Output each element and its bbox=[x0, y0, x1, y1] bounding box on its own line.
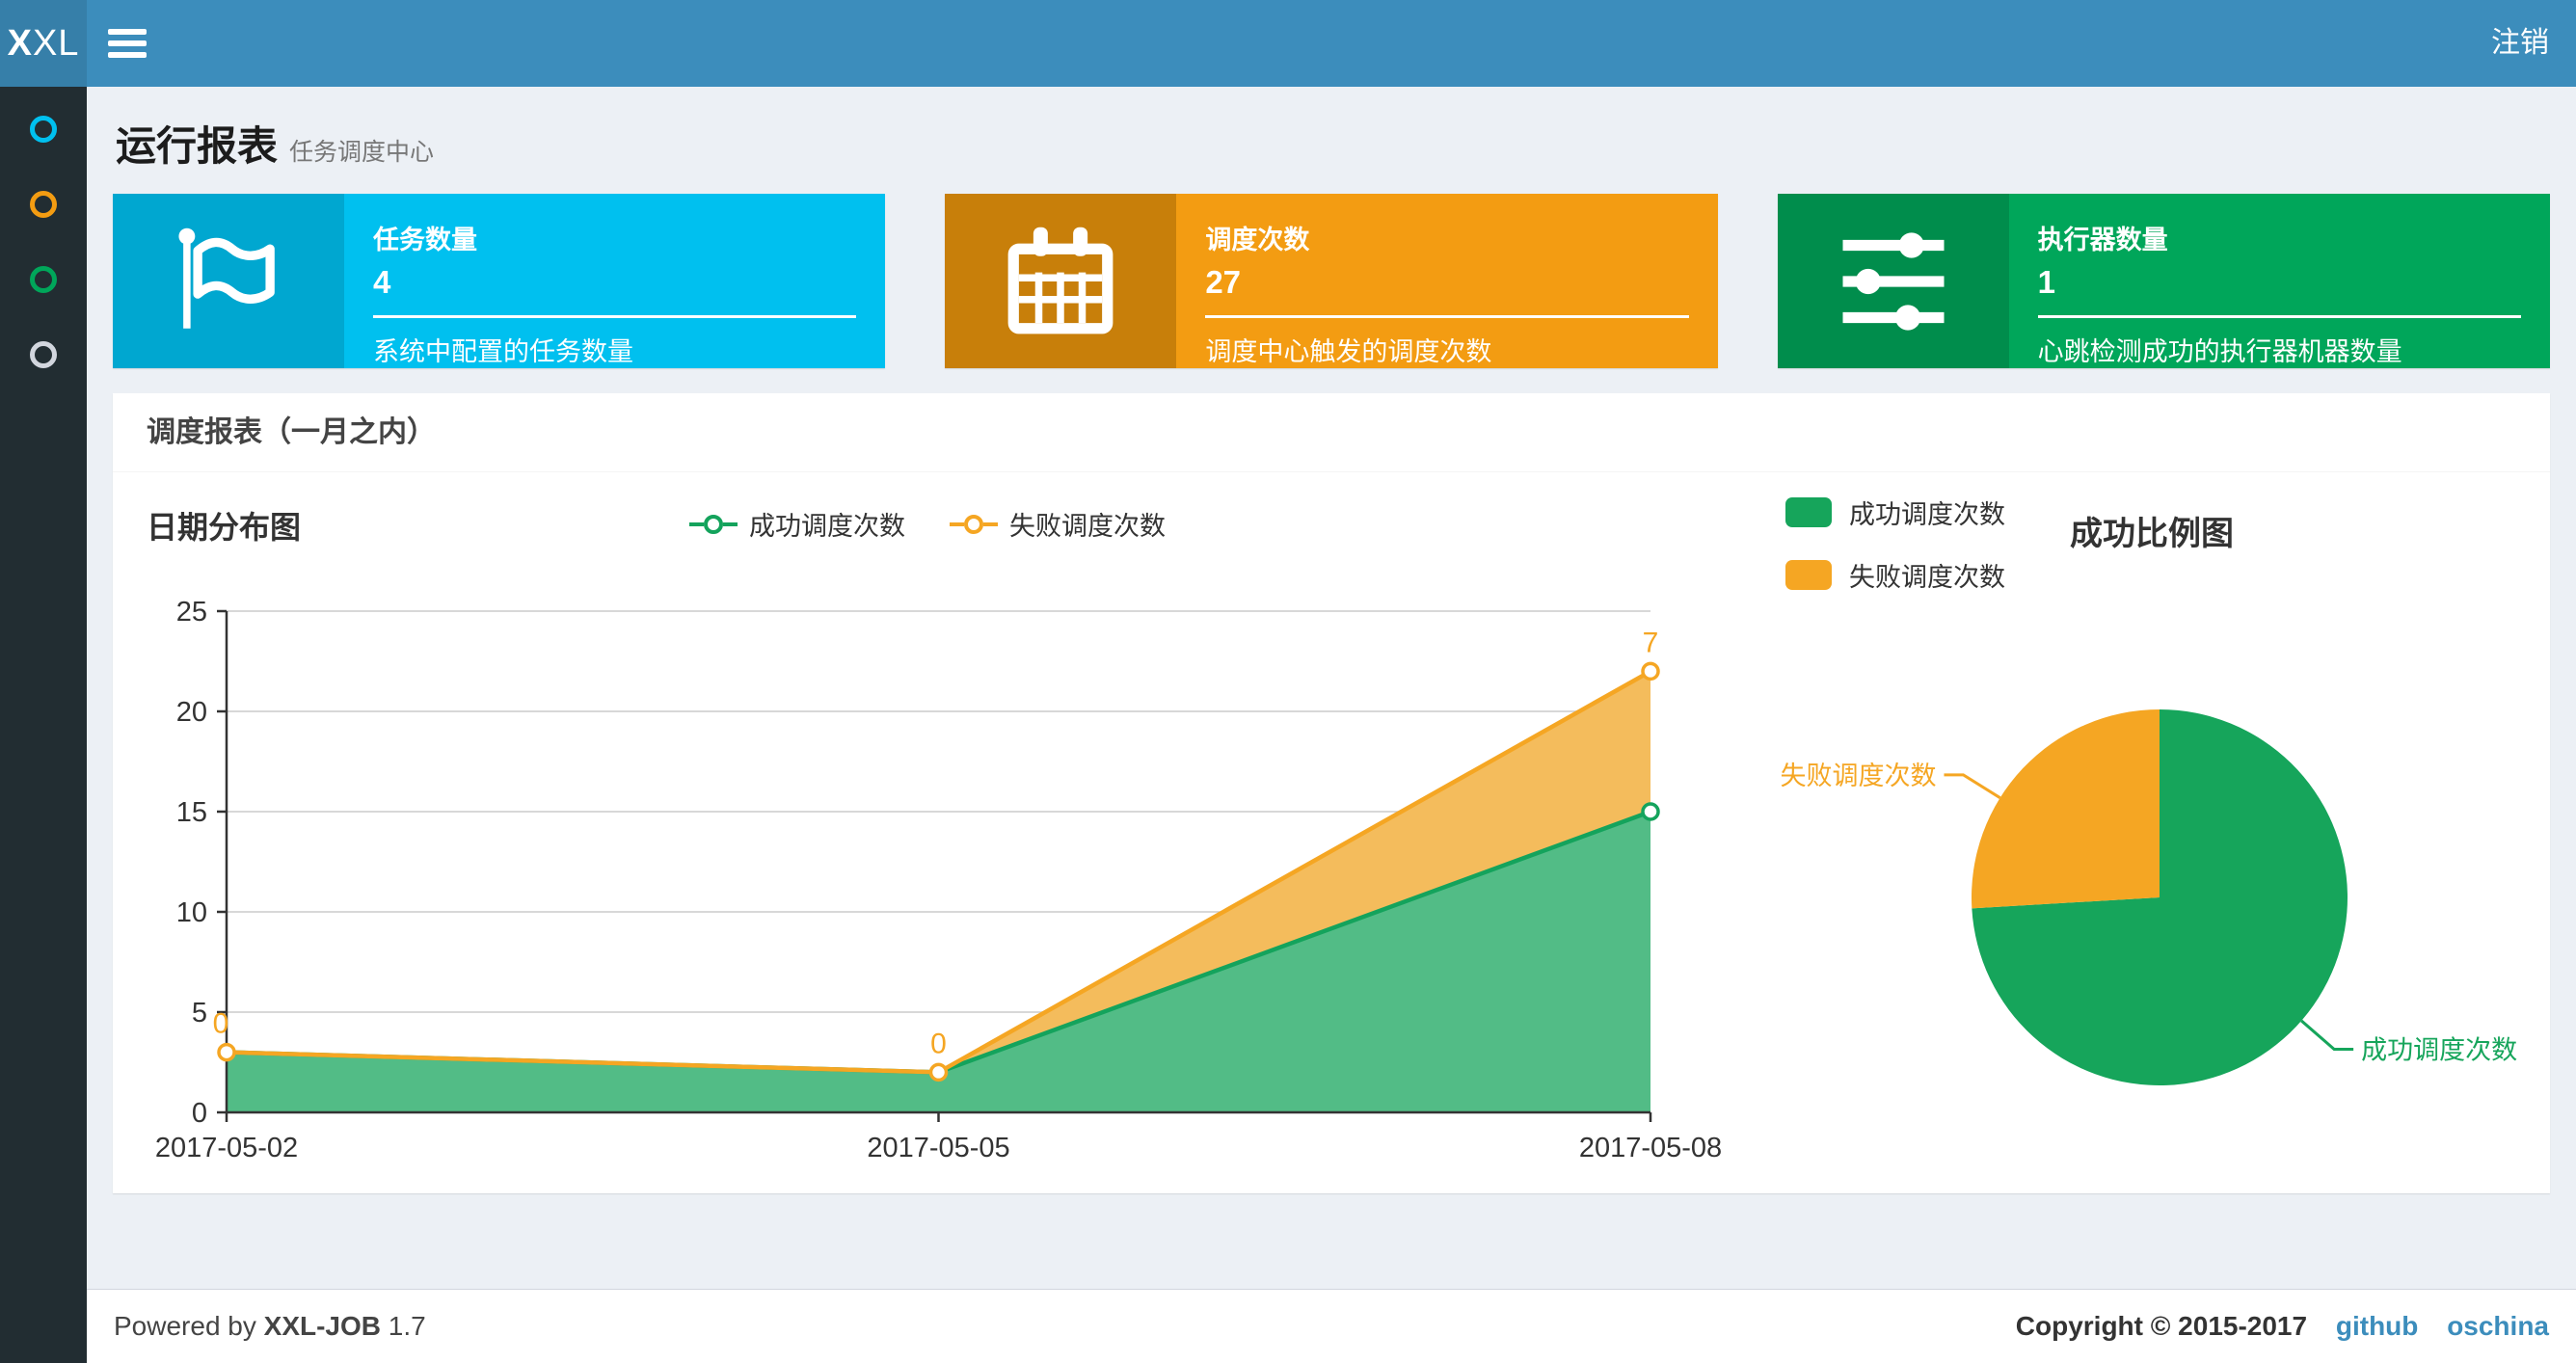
svg-text:15: 15 bbox=[176, 797, 207, 828]
stat-value: 4 bbox=[373, 264, 391, 300]
oschina-link[interactable]: oschina bbox=[2447, 1311, 2549, 1341]
powered-by-text: Powered by XXL-JOB 1.7 bbox=[114, 1311, 426, 1341]
page-subtitle: 任务调度中心 bbox=[289, 139, 435, 166]
stat-desc: 心跳检测成功的执行器机器数量 bbox=[2037, 337, 2402, 366]
svg-text:25: 25 bbox=[176, 597, 207, 628]
stat-value: 27 bbox=[1205, 264, 1242, 300]
sidebar-item-menu-dot-orange[interactable] bbox=[30, 191, 57, 218]
github-link[interactable]: github bbox=[2335, 1311, 2419, 1341]
date-distribution-chart: 日期分布图 成功调度次数 失败调度次数 0 5 10 15 20 25 2017-05-02 2… bbox=[113, 472, 1742, 1192]
pie-chart-legend: 成功调度次数 失败调度次数 bbox=[1785, 494, 2005, 619]
main-content: 运行报表 任务调度中心 任务数量 4 系统中配置的任务数量 bbox=[87, 87, 2576, 1363]
pie-chart-title: 成功比例图 bbox=[2070, 516, 2234, 552]
svg-text:10: 10 bbox=[176, 897, 207, 928]
svg-text:2017-05-02: 2017-05-02 bbox=[155, 1133, 298, 1163]
stat-row: 任务数量 4 系统中配置的任务数量 bbox=[87, 173, 2576, 368]
line-chart-canvas: 0 5 10 15 20 25 2017-05-02 2017-05-05 2017-05-08… bbox=[113, 569, 1742, 1192]
svg-text:2017-05-05: 2017-05-05 bbox=[867, 1133, 1009, 1163]
svg-text:7: 7 bbox=[1643, 627, 1659, 658]
svg-text:0: 0 bbox=[213, 1008, 229, 1040]
stat-box-executors: 执行器数量 1 心跳检测成功的执行器机器数量 bbox=[1777, 194, 2550, 368]
stat-desc: 调度中心触发的调度次数 bbox=[1205, 337, 1492, 366]
page-header: 运行报表 任务调度中心 bbox=[87, 87, 2576, 173]
sidebar-item-menu-dot-aqua[interactable] bbox=[30, 116, 57, 143]
sidebar-item-menu-dot-green[interactable] bbox=[30, 266, 57, 293]
copyright-text: Copyright © 2015-2017 bbox=[2015, 1311, 2308, 1341]
sidebar-item-menu-dot-white[interactable] bbox=[30, 341, 57, 368]
pie-chart-canvas: 失败调度次数成功调度次数 bbox=[1742, 569, 2552, 1192]
product-name: XXL-JOB bbox=[263, 1311, 382, 1341]
page-title: 运行报表 任务调度中心 bbox=[116, 123, 435, 169]
svg-text:5: 5 bbox=[192, 998, 207, 1029]
logout-link[interactable]: 注销 bbox=[2491, 27, 2549, 59]
panel-title: 调度报表（一月之内） bbox=[113, 393, 2550, 472]
legend-item[interactable]: 成功调度次数 bbox=[689, 505, 905, 543]
stat-value: 1 bbox=[2037, 264, 2056, 300]
legend-item[interactable]: 失败调度次数 bbox=[1785, 556, 2005, 594]
svg-text:0: 0 bbox=[930, 1028, 947, 1059]
svg-text:失败调度次数: 失败调度次数 bbox=[1780, 762, 1936, 790]
stat-label: 调度次数 bbox=[1205, 226, 1310, 254]
stat-desc: 系统中配置的任务数量 bbox=[373, 337, 633, 366]
stat-label: 执行器数量 bbox=[2037, 226, 2168, 254]
app-logo[interactable]: XXL bbox=[0, 0, 87, 87]
line-chart-title: 日期分布图 bbox=[147, 510, 302, 545]
calendar-icon bbox=[945, 194, 1177, 368]
page-footer: Powered by XXL-JOB 1.7 Copyright © 2015-… bbox=[87, 1289, 2576, 1363]
sliders-icon bbox=[1777, 194, 2009, 368]
legend-item[interactable]: 成功调度次数 bbox=[1785, 494, 2005, 531]
stat-label: 任务数量 bbox=[373, 226, 477, 254]
success-ratio-chart: 成功调度次数 失败调度次数 成功比例图 失败调度次数 成功调度次数 bbox=[1742, 472, 2550, 1192]
sidebar bbox=[0, 87, 87, 1363]
hamburger-icon[interactable] bbox=[108, 24, 152, 63]
stat-box-triggers: 调度次数 27 调度中心触发的调度次数 bbox=[945, 194, 1718, 368]
svg-text:成功调度次数: 成功调度次数 bbox=[2361, 1035, 2517, 1064]
svg-text:0: 0 bbox=[192, 1098, 207, 1129]
legend-item[interactable]: 失败调度次数 bbox=[950, 505, 1166, 543]
svg-text:20: 20 bbox=[176, 697, 207, 728]
flag-icon bbox=[113, 194, 344, 368]
stat-box-jobs: 任务数量 4 系统中配置的任务数量 bbox=[113, 194, 886, 368]
report-panel: 调度报表（一月之内） 日期分布图 成功调度次数 失败调度次数 0 5 10 15 20 25… bbox=[113, 393, 2550, 1193]
top-navbar: XXL 注销 bbox=[0, 0, 2576, 87]
line-chart-legend: 成功调度次数 失败调度次数 bbox=[113, 505, 1742, 543]
svg-text:2017-05-08: 2017-05-08 bbox=[1579, 1133, 1722, 1163]
